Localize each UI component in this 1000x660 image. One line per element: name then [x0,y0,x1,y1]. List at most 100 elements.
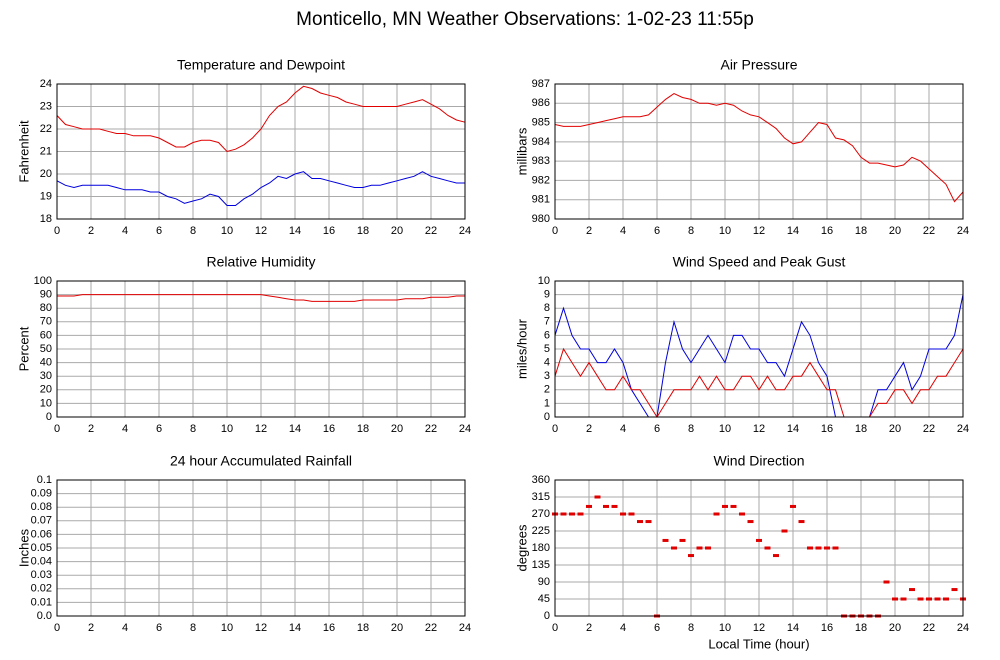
x-tick-label: 12 [255,225,267,237]
data-point [832,546,839,550]
x-tick-label: 18 [855,622,867,634]
x-tick-label: 18 [357,225,369,237]
data-point [611,504,618,508]
x-tick-label: 2 [586,622,592,634]
y-tick-label: 10 [538,275,550,287]
data-point [586,504,592,508]
data-point [917,597,924,601]
data-point [713,512,720,516]
y-tick-label: 90 [538,576,550,588]
x-tick-label: 6 [156,423,162,435]
y-tick-label: 45 [538,593,550,605]
data-point [909,588,915,592]
x-tick-label: 4 [620,225,626,237]
y-tick-label: 0.0 [37,610,52,622]
x-tick-label: 4 [122,622,128,634]
y-tick-label: 80 [40,302,52,314]
y-axis-label: degrees [514,524,529,571]
y-tick-label: 100 [34,275,52,287]
data-line [56,171,465,206]
y-tick-label: 0.1 [37,474,52,486]
data-line [554,294,964,418]
y-tick-label: 983 [532,155,550,167]
y-tick-label: 270 [532,508,550,520]
plot-border [56,83,466,220]
chart-title: Wind Direction [713,453,804,469]
y-tick-label: 0.03 [31,569,52,581]
y-axis-label: Inches [16,528,31,567]
y-tick-label: 20 [40,384,52,396]
y-tick-label: 40 [40,357,52,369]
y-tick-label: 0.01 [31,596,52,608]
y-tick-label: 21 [40,145,52,157]
data-point [628,512,635,516]
x-tick-label: 0 [552,622,558,634]
y-tick-label: 24 [40,78,52,90]
x-tick-label: 10 [221,225,233,237]
x-tick-label: 0 [54,622,60,634]
x-tick-label: 2 [586,423,592,435]
y-tick-label: 0 [46,411,52,423]
x-tick-label: 0 [552,423,558,435]
x-tick-label: 16 [323,423,335,435]
x-axis-label: Local Time (hour) [708,636,809,651]
x-tick-label: 20 [889,423,901,435]
y-tick-label: 19 [40,190,52,202]
x-tick-label: 8 [190,622,196,634]
data-point [951,588,958,592]
data-point [747,520,754,524]
x-tick-label: 20 [391,622,403,634]
data-point [679,538,686,542]
data-point [569,512,575,516]
data-point [934,597,941,601]
data-point [807,546,813,550]
y-tick-label: 981 [532,194,550,206]
x-tick-label: 14 [289,225,301,237]
x-tick-label: 24 [957,225,969,237]
x-tick-label: 10 [719,423,731,435]
y-tick-label: 90 [40,289,52,301]
x-tick-label: 8 [688,423,694,435]
x-tick-label: 12 [255,423,267,435]
x-tick-label: 10 [719,622,731,634]
y-tick-label: 0.08 [31,501,52,513]
x-tick-label: 0 [552,225,558,237]
data-point [620,512,626,516]
y-tick-label: 50 [40,343,52,355]
y-tick-label: 225 [532,525,550,537]
data-point [824,546,830,550]
y-tick-label: 2 [544,384,550,396]
y-tick-label: 0 [544,610,550,622]
x-tick-label: 4 [122,225,128,237]
data-line [56,85,466,153]
x-tick-label: 24 [459,622,471,634]
chart-title: 24 hour Accumulated Rainfall [170,453,352,469]
data-point [603,504,609,508]
x-tick-label: 2 [88,622,94,634]
y-tick-label: 8 [544,302,550,314]
data-point [739,512,745,516]
x-tick-label: 16 [821,423,833,435]
y-axis-label: millibars [514,127,529,175]
data-point [781,529,788,533]
x-tick-label: 14 [289,423,301,435]
x-tick-label: 2 [88,423,94,435]
y-tick-label: 0.09 [31,488,52,500]
data-point [798,520,805,524]
y-tick-label: 980 [532,213,550,225]
y-tick-label: 986 [532,97,550,109]
x-tick-label: 8 [190,225,196,237]
x-tick-label: 2 [88,225,94,237]
x-tick-label: 12 [753,225,765,237]
x-tick-label: 12 [255,622,267,634]
y-tick-label: 10 [40,397,52,409]
x-tick-label: 22 [923,622,935,634]
x-tick-label: 4 [620,423,626,435]
y-tick-label: 4 [544,357,550,369]
plot-border [56,479,466,617]
x-tick-label: 24 [957,423,969,435]
y-tick-label: 9 [544,289,550,301]
x-tick-label: 16 [323,622,335,634]
x-tick-label: 14 [787,622,799,634]
y-tick-label: 23 [40,100,52,112]
